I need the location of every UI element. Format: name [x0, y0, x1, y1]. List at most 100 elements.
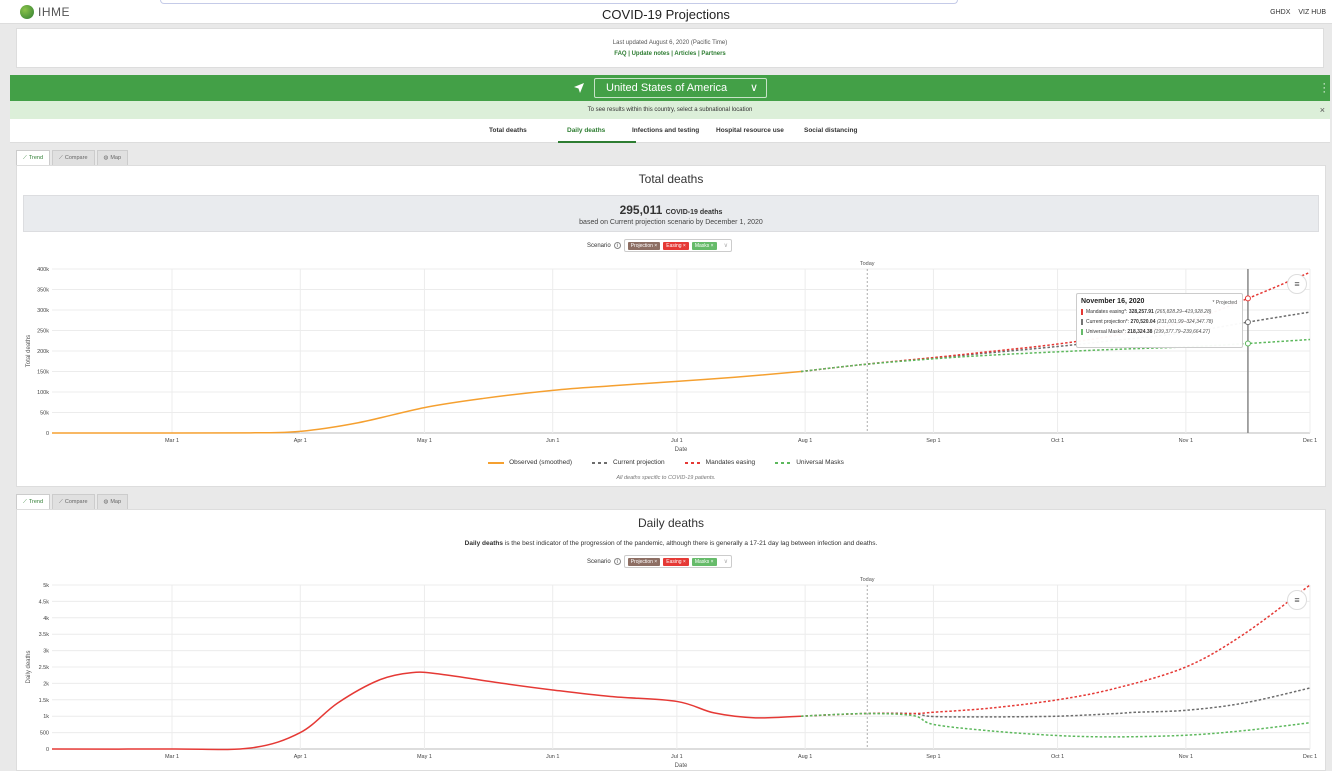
tooltip-row-value: 218,324.38	[1127, 329, 1153, 335]
chevron-down-icon[interactable]: ∨	[723, 243, 729, 249]
chart-menu-icon[interactable]: ≡	[1287, 590, 1307, 610]
ghdx-link[interactable]: GHDX	[1270, 9, 1291, 16]
tab-trend-label: Trend	[28, 499, 44, 505]
legend-label: Universal Masks	[796, 459, 844, 466]
daily-description: Daily deaths is the best indicator of th…	[17, 540, 1325, 547]
tab-social-distancing[interactable]: Social distancing	[804, 127, 858, 134]
tab-compare[interactable]: ⟋ Compare	[52, 150, 95, 165]
summary-text: based on Current projection scenario by …	[579, 219, 763, 226]
legend-swatch	[592, 461, 608, 464]
viz-hub-link[interactable]: VIZ HUB	[1298, 9, 1326, 16]
tooltip-row-range: (265,828.29–419,928.28)	[1155, 309, 1212, 315]
scenario-selector-total: Scenario i Projection × Easing × Masks ×…	[587, 239, 733, 252]
info-icon[interactable]: i	[613, 242, 621, 249]
tab-map[interactable]: ◍ Map	[96, 494, 129, 509]
top-bar: IHME COVID-19 Projections GHDX VIZ HUB	[0, 0, 1332, 24]
chevron-down-icon[interactable]: ∨	[723, 559, 729, 565]
summary-number: 295,011 COVID-19 deaths	[24, 203, 1318, 217]
trend-icon: ⟋	[23, 499, 27, 505]
trend-icon: ⟋	[23, 155, 27, 161]
chart-legend: Observed (smoothed) Current projection M…	[0, 459, 1332, 466]
tab-compare[interactable]: ⟋ Compare	[52, 494, 95, 509]
metric-tabs: Total deaths Daily deaths Infections and…	[10, 119, 1330, 143]
tooltip-projected-note: * Projected	[1212, 300, 1237, 306]
tab-infections-testing[interactable]: Infections and testing	[632, 127, 700, 134]
page-title: COVID-19 Projections	[602, 7, 730, 22]
chip-easing[interactable]: Easing ×	[663, 557, 689, 566]
popup-edge	[160, 0, 958, 4]
close-icon[interactable]: ×	[1319, 105, 1325, 115]
total-summary-box: 295,011 COVID-19 deaths based on Current…	[23, 195, 1319, 232]
last-updated-text: Last updated August 6, 2020 (Pacific Tim…	[612, 40, 728, 46]
country-select-value: United States of America	[606, 82, 728, 94]
daily-description-bold: Daily deaths	[464, 540, 503, 547]
tab-trend[interactable]: ⟋ Trend	[16, 494, 51, 509]
tab-compare-label: Compare	[64, 155, 88, 161]
tooltip-row-name: Mandates easing*:	[1086, 309, 1128, 315]
active-tab-underline	[558, 141, 636, 143]
legend-label: Observed (smoothed)	[509, 459, 572, 466]
compare-icon: ⟋	[59, 155, 63, 161]
chart-tooltip: November 16, 2020 * Projected Mandates e…	[1076, 293, 1243, 348]
chart-menu-icon[interactable]: ≡	[1287, 274, 1307, 294]
legend-swatch	[775, 461, 792, 464]
chip-easing[interactable]: Easing ×	[663, 241, 689, 250]
chip-masks[interactable]: Masks ×	[691, 557, 717, 566]
info-icon[interactable]: i	[613, 558, 621, 565]
ihme-logo[interactable]: IHME	[20, 5, 70, 19]
tooltip-row-value: 270,520.04	[1130, 319, 1156, 325]
subnational-note: To see results within this country, sele…	[10, 101, 1330, 119]
panel-tabs-daily: ⟋ Trend ⟋ Compare ◍ Map	[16, 494, 129, 509]
info-links[interactable]: FAQ | Update notes | Articles | Partners	[614, 51, 726, 57]
country-select[interactable]: United States of America ∨	[594, 78, 767, 98]
chart-footnote: All deaths specific to COVID-19 patients…	[616, 475, 716, 481]
logo-text: IHME	[38, 5, 70, 19]
logo-globe-icon	[20, 5, 34, 19]
scenario-chip-box[interactable]: Projection × Easing × Masks × ∨	[623, 239, 733, 252]
legend-label: Current projection	[613, 459, 665, 466]
tab-map-label: Map	[110, 499, 122, 505]
scenario-label: Scenario	[587, 558, 611, 565]
scenario-chip-box[interactable]: Projection × Easing × Masks × ∨	[623, 555, 733, 568]
tooltip-row-range: (231,001.99–324,347.78)	[1156, 319, 1214, 325]
tab-total-deaths[interactable]: Total deaths	[489, 127, 527, 134]
legend-item-observed[interactable]: Observed (smoothed)	[488, 459, 572, 466]
tab-map[interactable]: ◍ Map	[96, 150, 129, 165]
compare-icon: ⟋	[59, 499, 63, 505]
daily-chart-title: Daily deaths	[637, 516, 705, 530]
tab-daily-deaths[interactable]: Daily deaths	[567, 127, 606, 134]
more-options-icon[interactable]: · · ·	[1322, 78, 1326, 98]
legend-item-easing[interactable]: Mandates easing	[684, 459, 755, 466]
legend-swatch	[684, 461, 701, 464]
tooltip-row-name: Universal Masks*:	[1086, 329, 1127, 335]
tooltip-row-easing: Mandates easing*: 328,257.91 (265,828.29…	[1081, 309, 1238, 315]
total-chart-title: Total deaths	[638, 172, 704, 186]
tab-compare-label: Compare	[64, 499, 88, 505]
summary-value: 295,011	[619, 203, 663, 217]
update-info-box: Last updated August 6, 2020 (Pacific Tim…	[16, 28, 1324, 68]
tab-hospital-resource-use[interactable]: Hospital resource use	[716, 127, 784, 134]
tooltip-row-current: Current projection*: 270,520.04 (231,001…	[1081, 319, 1238, 325]
daily-description-text: is the best indicator of the progression…	[502, 540, 878, 547]
globe-icon: ◍	[103, 499, 109, 505]
daily-deaths-panel: Daily deaths Daily deaths is the best in…	[16, 509, 1326, 771]
tab-trend[interactable]: ⟋ Trend	[16, 150, 51, 165]
tab-trend-label: Trend	[28, 155, 44, 161]
scenario-selector-daily: Scenario i Projection × Easing × Masks ×…	[587, 555, 733, 568]
panel-tabs-total: ⟋ Trend ⟋ Compare ◍ Map	[16, 150, 129, 165]
legend-swatch	[488, 461, 505, 464]
summary-unit: COVID-19 deaths	[665, 209, 723, 216]
chip-projection[interactable]: Projection ×	[627, 557, 661, 566]
chip-projection[interactable]: Projection ×	[627, 241, 661, 250]
tooltip-row-range: (199,377.79–239,664.27)	[1153, 329, 1210, 335]
legend-item-masks[interactable]: Universal Masks	[775, 459, 844, 466]
tooltip-date: November 16, 2020	[1081, 298, 1145, 305]
tooltip-row-name: Current projection*:	[1086, 319, 1130, 325]
subnational-note-text: To see results within this country, sele…	[587, 107, 753, 113]
location-arrow-icon[interactable]	[573, 82, 585, 94]
tab-map-label: Map	[110, 155, 122, 161]
chip-masks[interactable]: Masks ×	[691, 241, 717, 250]
scenario-label: Scenario	[587, 242, 611, 249]
legend-item-current[interactable]: Current projection	[592, 459, 665, 466]
tooltip-row-masks: Universal Masks*: 218,324.38 (199,377.79…	[1081, 329, 1238, 335]
